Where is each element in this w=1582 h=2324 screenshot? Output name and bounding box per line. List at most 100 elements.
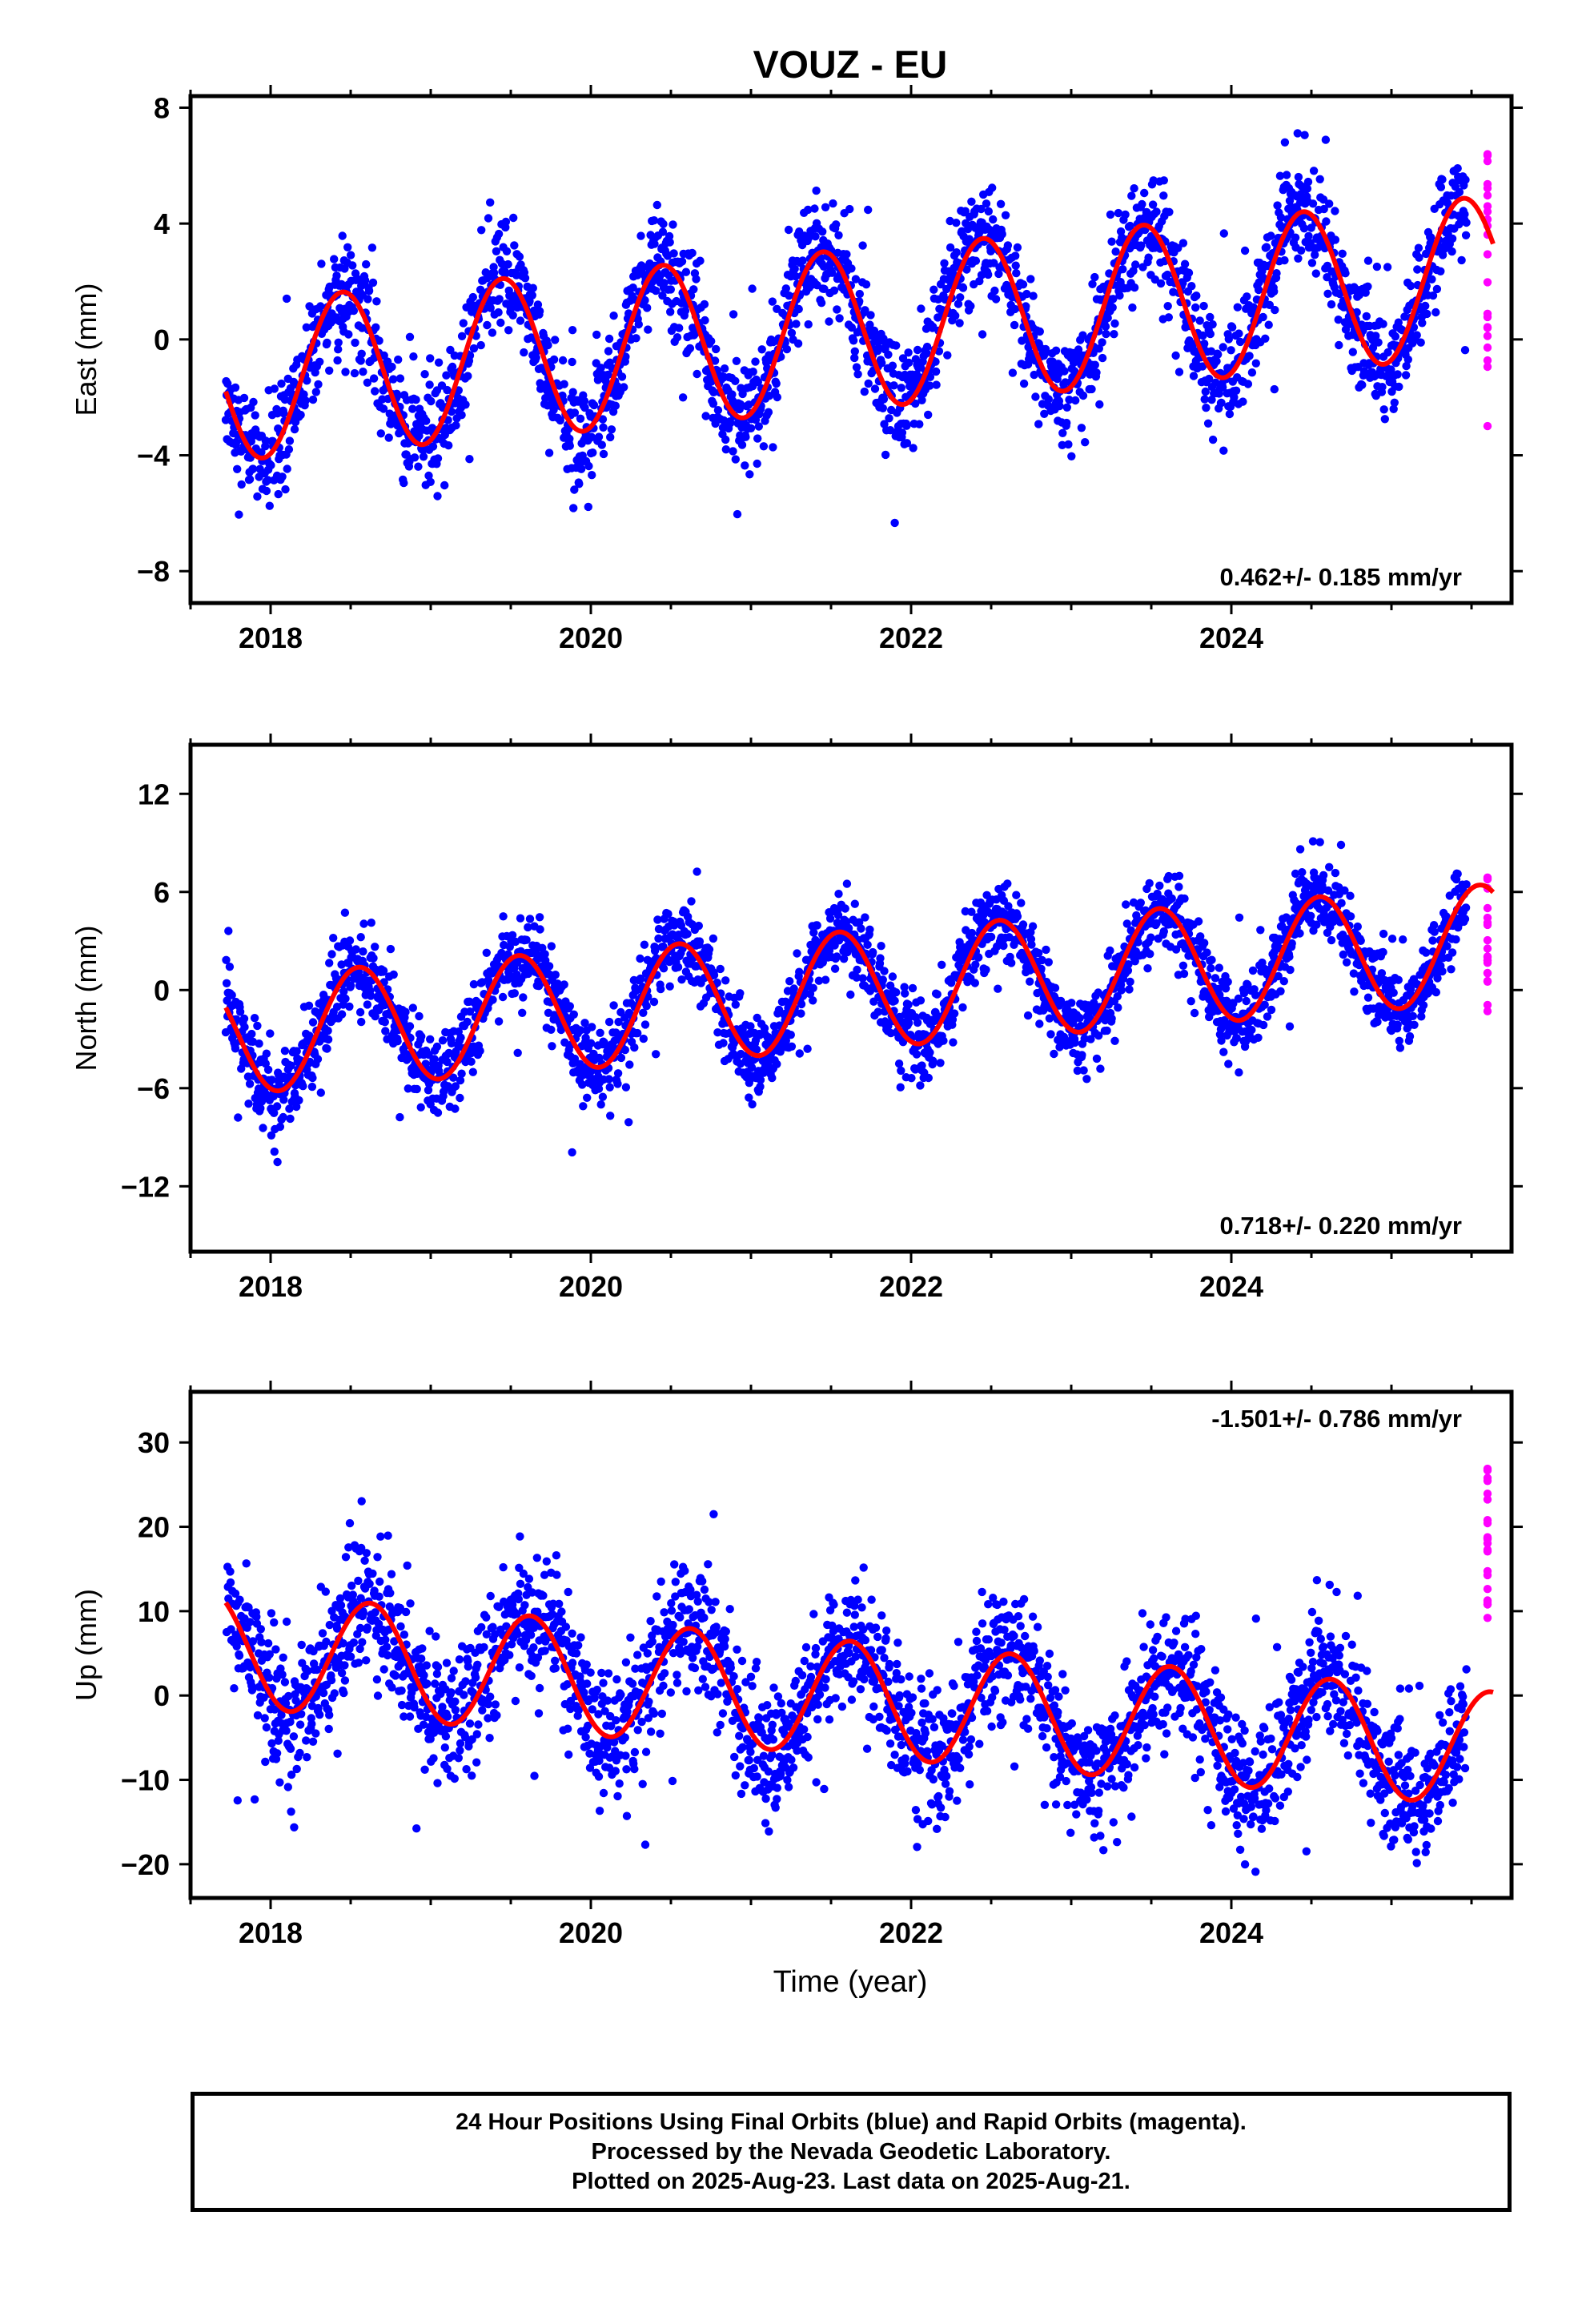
east-final-point xyxy=(414,462,423,471)
north-final-point xyxy=(508,931,517,940)
east-final-point xyxy=(363,378,372,387)
east-final-point xyxy=(1460,346,1470,355)
east-final-point xyxy=(1415,253,1423,262)
east-final-point xyxy=(1128,303,1137,312)
east-final-point xyxy=(810,204,819,213)
east-final-point xyxy=(785,292,793,300)
north-final-point xyxy=(753,1013,761,1023)
east-final-point xyxy=(1035,327,1045,336)
north-final-point xyxy=(892,988,901,997)
east-final-point xyxy=(990,259,998,267)
east-final-point xyxy=(1243,292,1251,301)
east-final-point xyxy=(751,357,760,366)
east-final-point xyxy=(1178,239,1188,247)
east-final-point xyxy=(1380,415,1390,424)
north-final-point xyxy=(677,975,686,984)
east-rapid-point xyxy=(1483,207,1492,216)
east-final-point xyxy=(1235,337,1245,347)
east-final-point xyxy=(387,362,396,372)
north-final-point xyxy=(731,1000,740,1009)
east-final-point xyxy=(508,311,517,320)
east-final-point xyxy=(1457,255,1466,265)
east-final-point xyxy=(1051,346,1061,355)
north-final-point xyxy=(1319,870,1328,880)
east-final-point xyxy=(314,380,323,389)
east-final-point xyxy=(1325,199,1334,208)
east-final-point xyxy=(1111,247,1120,256)
east-final-point xyxy=(791,271,800,281)
east-final-point xyxy=(357,349,366,358)
east-final-point xyxy=(924,410,933,420)
north-final-point xyxy=(1026,977,1034,986)
east-final-point xyxy=(1206,329,1215,339)
east-final-point xyxy=(1103,313,1112,323)
east-final-point xyxy=(606,432,615,442)
east-final-point xyxy=(915,420,924,428)
north-final-point xyxy=(1023,1011,1033,1020)
east-final-point xyxy=(570,485,579,494)
north-final-point xyxy=(855,918,864,927)
east-final-point xyxy=(332,271,341,280)
east-final-point xyxy=(784,225,793,235)
north-final-point xyxy=(842,879,852,888)
north-final-point xyxy=(830,964,840,973)
north-final-point xyxy=(357,1017,366,1027)
east-final-point xyxy=(1208,320,1217,329)
east-final-point xyxy=(879,395,889,404)
east-final-point xyxy=(544,340,552,350)
east-final-point xyxy=(465,455,474,464)
east-final-point xyxy=(1156,279,1166,288)
north-final-point xyxy=(548,1042,556,1051)
north-final-point xyxy=(913,1018,922,1027)
north-final-point xyxy=(797,1009,805,1018)
east-final-point xyxy=(360,275,370,285)
north-final-point xyxy=(1203,948,1211,957)
east-final-point xyxy=(1165,207,1174,216)
north-final-point xyxy=(1114,1003,1122,1012)
east-final-point xyxy=(492,247,501,255)
north-final-point xyxy=(1134,938,1142,947)
east-final-point xyxy=(811,232,820,241)
east-final-point xyxy=(1261,334,1270,343)
east-final-point xyxy=(989,215,998,224)
east-final-point xyxy=(501,217,511,227)
north-final-point xyxy=(950,1009,959,1018)
north-final-point xyxy=(785,977,794,986)
north-final-point xyxy=(1259,1020,1268,1030)
north-final-point xyxy=(1405,1031,1415,1041)
east-final-point xyxy=(851,275,861,283)
east-final-point xyxy=(728,390,737,399)
east-y-tick-label: 8 xyxy=(154,91,170,124)
east-final-point xyxy=(584,502,592,512)
north-final-point xyxy=(809,996,817,1005)
east-final-point xyxy=(1067,452,1076,460)
east-final-point xyxy=(1026,275,1035,283)
north-final-point xyxy=(1219,1047,1228,1056)
north-final-point xyxy=(809,983,817,993)
north-final-point xyxy=(825,914,835,923)
east-final-point xyxy=(1294,254,1303,263)
east-final-point xyxy=(1323,261,1332,271)
north-final-point xyxy=(713,979,721,987)
east-final-point xyxy=(652,200,661,210)
north-final-point xyxy=(795,967,804,976)
north-final-point xyxy=(404,1084,412,1093)
north-final-point xyxy=(367,991,375,1000)
north-final-point xyxy=(908,983,917,993)
east-final-point xyxy=(911,399,920,408)
east-final-point xyxy=(576,464,586,473)
east-final-point xyxy=(594,432,604,441)
east-final-point xyxy=(620,383,628,392)
north-final-point xyxy=(1034,948,1043,958)
north-final-point xyxy=(970,979,980,987)
east-final-point xyxy=(673,333,682,342)
east-final-point xyxy=(643,304,652,312)
east-final-point xyxy=(584,461,593,471)
east-final-point xyxy=(988,183,997,192)
north-final-point xyxy=(1046,1030,1055,1039)
north-final-point xyxy=(292,1047,301,1055)
east-final-point xyxy=(794,304,803,314)
east-final-point xyxy=(639,263,648,271)
east-final-point xyxy=(1245,352,1254,360)
north-final-point xyxy=(1155,881,1164,891)
